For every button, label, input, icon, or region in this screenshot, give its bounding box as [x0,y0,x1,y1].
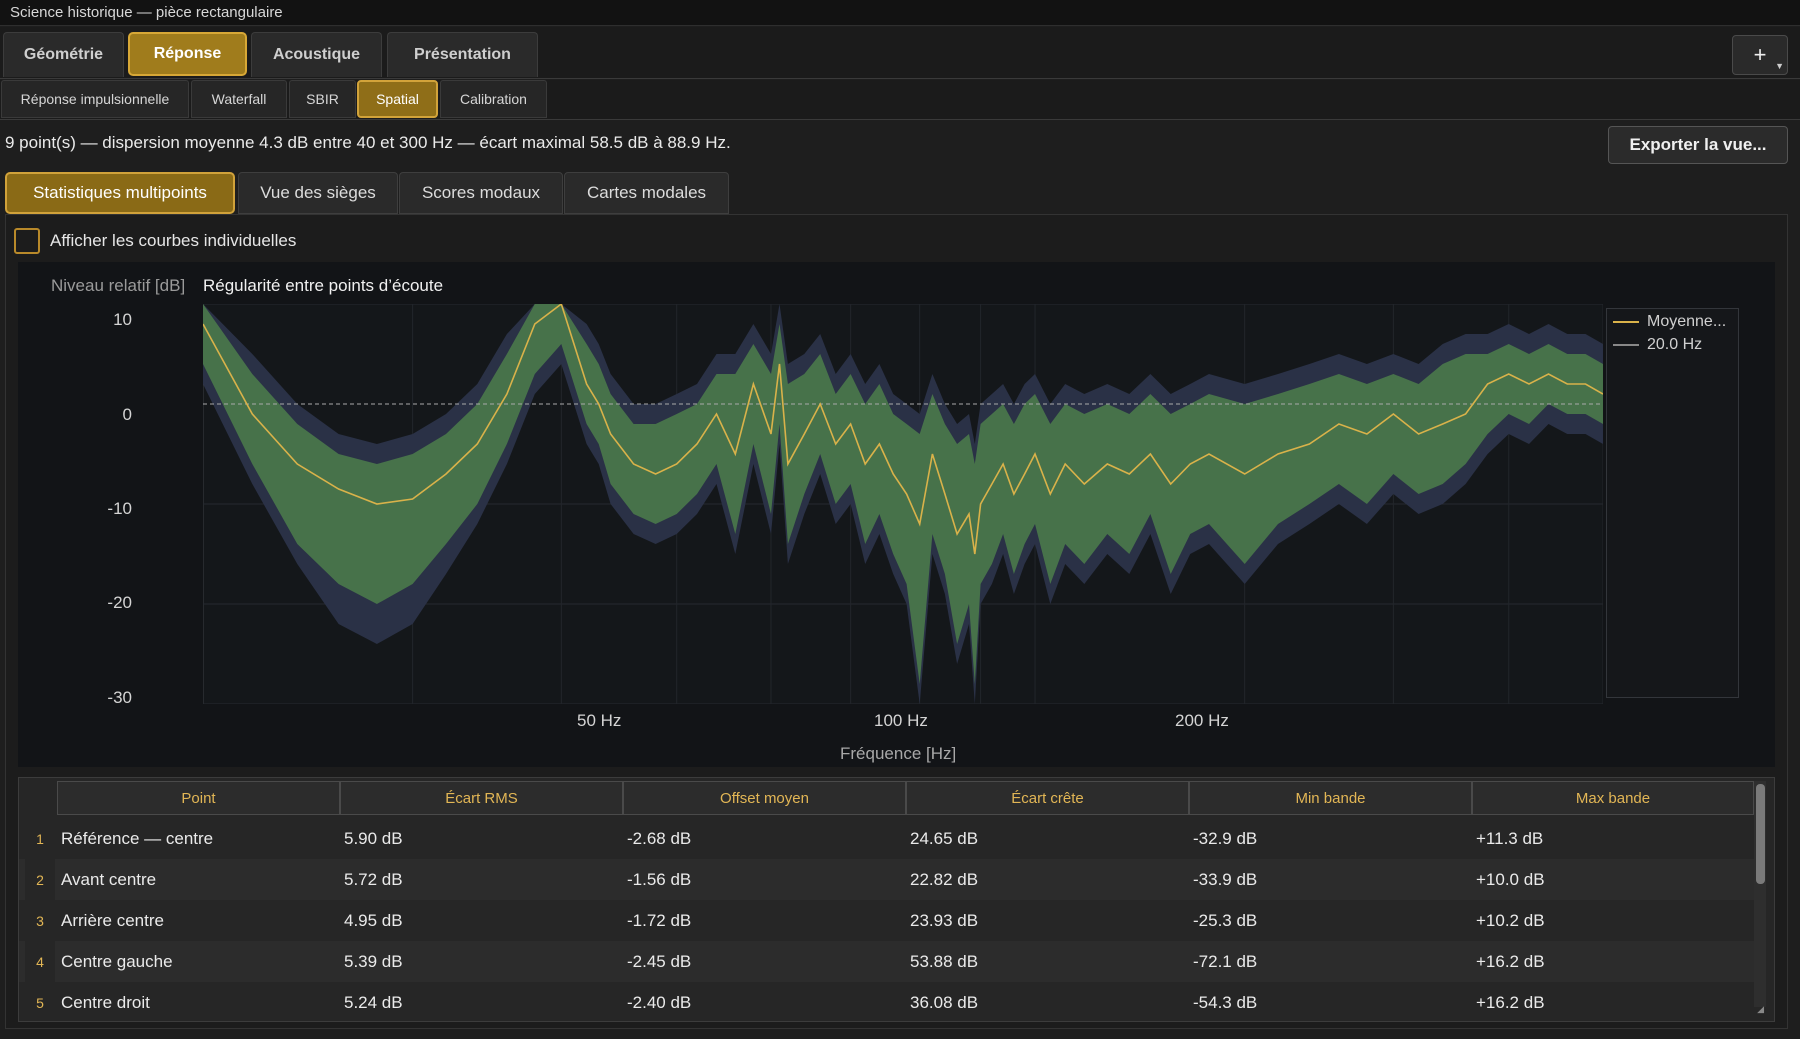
table-cell: 36.08 dB [910,992,979,1012]
table-cell: Référence — centre [61,828,214,848]
subtab-reponse-impulsionnelle[interactable]: Réponse impulsionnelle [1,80,189,118]
subtab-spatial[interactable]: Spatial [357,80,438,118]
table-cell: Avant centre [61,869,157,889]
table-cell: -54.3 dB [1193,992,1258,1012]
table-cell: 53.88 dB [910,951,979,971]
table-cell: +16.2 dB [1476,951,1545,971]
y-tick-label: -30 [107,688,132,707]
row-number: 4 [25,941,55,982]
tab-vue-des-sieges[interactable]: Vue des sièges [238,172,398,214]
plus-icon: + [1753,42,1767,67]
column-header-max-bande[interactable]: Max bande [1472,781,1754,815]
row-number: 5 [25,982,55,1021]
table-row[interactable]: 1 Référence — centre 5.90 dB -2.68 dB 24.65 … [19,818,1754,859]
table-cell: -33.9 dB [1193,869,1258,889]
show-individual-label: Afficher les courbes individuelles [50,231,297,250]
table-cell: 23.93 dB [910,910,979,930]
table-row[interactable]: 5 Centre droit 5.24 dB -2.40 dB 36.08 dB -54.… [19,982,1754,1021]
table-cell: Centre gauche [61,951,173,971]
regularity-chart [203,304,1603,704]
table-cell: -2.68 dB [627,828,692,848]
tab-reponse[interactable]: Réponse [128,32,247,76]
add-tab-button[interactable]: + ▼ [1732,35,1788,75]
table-cell: 4.95 dB [344,910,403,930]
column-header-ecart-crete[interactable]: Écart crête [906,781,1189,815]
tab-presentation[interactable]: Présentation [387,32,538,77]
table-cell: -25.3 dB [1193,910,1258,930]
row-number: 2 [25,859,55,900]
show-individual-toggle[interactable]: Afficher les courbes individuelles [14,228,296,254]
view-tab-bar: Statistiques multipoints Vue des sièges … [0,172,1800,214]
table-cell: -1.72 dB [627,910,692,930]
table-row[interactable]: 3 Arrière centre 4.95 dB -1.72 dB 23.93 dB -2… [19,900,1754,941]
x-axis-label: Fréquence [Hz] [840,744,957,763]
table-cell: 22.82 dB [910,869,979,889]
sub-tab-bar: Réponse impulsionnelle Waterfall SBIR Sp… [0,80,1800,120]
table-cell: 24.65 dB [910,828,979,848]
row-number: 3 [25,900,55,941]
y-axis-label: Niveau relatif [dB] [51,276,186,295]
tab-statistiques-multipoints[interactable]: Statistiques multipoints [5,172,235,214]
legend-swatch-20hz [1613,344,1639,346]
y-tick-label: -10 [107,499,132,518]
column-header-ecart-rms[interactable]: Écart RMS [340,781,623,815]
resize-grip-icon[interactable]: ◢ [1757,1004,1764,1014]
table-cell: 5.90 dB [344,828,403,848]
tab-cartes-modales[interactable]: Cartes modales [564,172,729,214]
legend-label-mean: Moyenne... [1647,313,1727,330]
subtab-waterfall[interactable]: Waterfall [191,80,287,118]
y-tick-label: 10 [113,310,132,329]
tab-geometrie[interactable]: Géométrie [3,32,124,77]
legend-swatch-mean [1613,321,1639,323]
table-row[interactable]: 4 Centre gauche 5.39 dB -2.45 dB 53.88 dB -72… [19,941,1754,982]
y-tick-label: 0 [122,405,132,424]
x-tick-label: 100 Hz [874,711,928,730]
column-header-offset-moyen[interactable]: Offset moyen [623,781,906,815]
summary-text: 9 point(s) — dispersion moyenne 4.3 dB e… [5,133,731,152]
chevron-down-icon: ▼ [1775,61,1784,71]
subtab-calibration[interactable]: Calibration [440,80,547,118]
legend-item-mean: Moyenne... [1613,313,1726,331]
table-cell: 5.39 dB [344,951,403,971]
column-header-min-bande[interactable]: Min bande [1189,781,1472,815]
table-cell: -1.56 dB [627,869,692,889]
table-cell: +10.2 dB [1476,910,1545,930]
table-row[interactable]: 2 Avant centre 5.72 dB -1.56 dB 22.82 dB -33.… [19,859,1754,900]
chart-legend: Moyenne... 20.0 Hz [1606,308,1739,698]
dispersion-band [203,304,1603,684]
table-cell: -32.9 dB [1193,828,1258,848]
table-cell: +16.2 dB [1476,992,1545,1012]
subtab-sbir[interactable]: SBIR [289,80,356,118]
tab-acoustique[interactable]: Acoustique [251,32,382,77]
table-cell: +10.0 dB [1476,869,1545,889]
mean-line [203,304,1603,555]
table-cell: -2.45 dB [627,951,692,971]
show-individual-checkbox[interactable] [14,228,40,254]
chart-title: Régularité entre points d’écoute [203,276,444,295]
main-tab-bar: Géométrie Réponse Acoustique Présentatio… [0,27,1800,79]
table-header: Point Écart RMS Offset moyen Écart crête… [19,778,1754,815]
table-cell: -72.1 dB [1193,951,1258,971]
table-cell: 5.24 dB [344,992,403,1012]
table-cell: +11.3 dB [1476,828,1544,848]
table-cell: -2.40 dB [627,992,692,1012]
scrollbar-thumb[interactable] [1756,784,1765,884]
table-cell: 5.72 dB [344,869,403,889]
table-scrollbar[interactable] [1754,781,1766,1007]
statistics-table: Point Écart RMS Offset moyen Écart crête… [18,777,1775,1022]
tab-scores-modaux[interactable]: Scores modaux [399,172,563,214]
x-tick-label: 50 Hz [577,711,622,730]
table-cell: Arrière centre [61,910,164,930]
window-title: Science historique — pièce rectangulaire [0,0,1800,26]
table-cell: Centre droit [61,992,150,1012]
legend-item-20hz: 20.0 Hz [1613,336,1702,354]
x-tick-label: 200 Hz [1175,711,1229,730]
export-view-button[interactable]: Exporter la vue... [1608,126,1788,164]
row-number: 1 [25,818,55,859]
y-tick-label: -20 [107,593,132,612]
legend-label-20hz: 20.0 Hz [1647,336,1703,353]
column-header-point[interactable]: Point [57,781,340,815]
